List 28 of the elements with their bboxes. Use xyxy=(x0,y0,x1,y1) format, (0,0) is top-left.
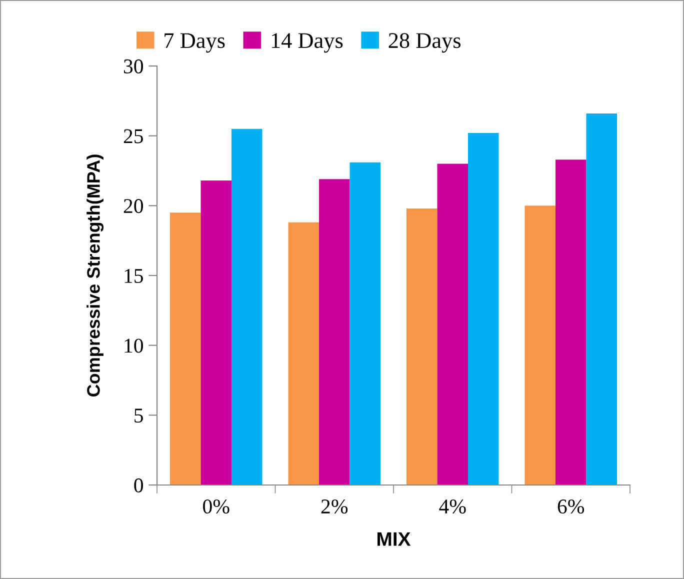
y-tick-label: 15 xyxy=(124,268,143,283)
bar xyxy=(170,212,201,485)
bar xyxy=(524,206,556,485)
legend-label: 14 Days xyxy=(272,33,343,53)
x-tick-label: 6% xyxy=(558,499,584,514)
x-tick-label: 4% xyxy=(439,499,466,514)
y-axis-title: Compressive Strength(MPA) xyxy=(86,154,104,396)
bar xyxy=(556,160,586,485)
legend-label: 7 Days xyxy=(164,33,225,53)
bar xyxy=(319,179,350,485)
bar xyxy=(200,180,232,485)
legend-label: 28 Days xyxy=(388,33,460,53)
bar xyxy=(288,222,319,485)
y-tick-label: 20 xyxy=(124,199,144,214)
y-tick-label: 30 xyxy=(124,59,144,74)
x-axis-title: MIX xyxy=(378,532,411,546)
y-tick-label: 10 xyxy=(124,338,144,353)
bar xyxy=(350,162,380,485)
bar xyxy=(406,208,438,485)
y-tick-label: 5 xyxy=(134,408,143,423)
bar xyxy=(586,113,617,485)
bar xyxy=(437,164,468,485)
y-tick-label: 0 xyxy=(134,478,144,492)
x-tick-label: 0% xyxy=(203,499,230,514)
y-tick-label: 25 xyxy=(124,129,143,144)
bar xyxy=(468,133,499,485)
bar xyxy=(231,128,262,485)
x-tick-label: 2% xyxy=(321,499,348,514)
